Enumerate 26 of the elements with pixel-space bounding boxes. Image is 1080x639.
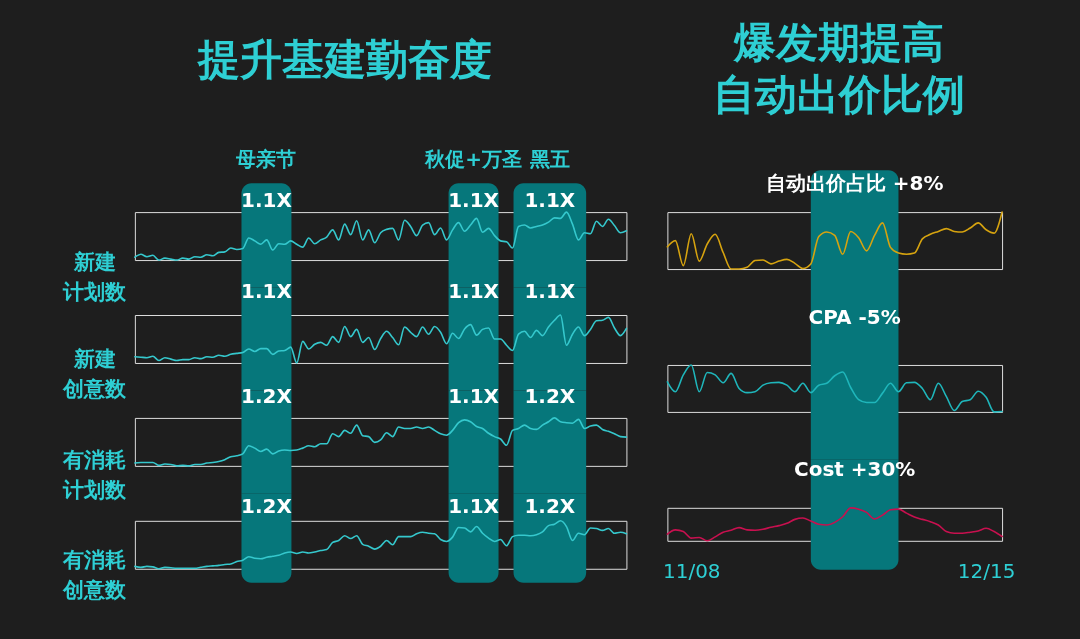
text: 1.2X [524,493,576,518]
x-tick-label: 12/15 [957,559,1016,584]
text: 1.1X [448,493,499,518]
text: 1.1X [448,279,499,304]
y-axis-title: 新建创意数 [62,346,128,401]
text: 1.2X [241,493,292,518]
band-label: 自动出价占比 +8% [765,171,944,196]
text: 黑五 [528,147,570,172]
text: 1.2X [524,383,576,408]
text: 1.1X [524,279,576,304]
chart-title: 提升基建勤奋度 [196,34,493,84]
y-axis-title: 有消耗创意数 [62,547,128,602]
text: 1.2X [241,383,292,408]
x-tick-label: 11/08 [663,559,721,584]
y-axis-title: 有消耗计划数 [62,447,128,502]
text: 1.1X [241,279,292,304]
band-label: CPA -5% [808,305,901,329]
y-axis-title: 新建计划数 [62,250,128,305]
text: 1.1X [448,383,499,408]
annotation: 1.1X [241,188,292,213]
text: 秋促+万圣 [424,147,522,172]
chart-title: 爆发期提高自动出价比例 [712,17,965,119]
band-label: Cost +30% [794,456,916,481]
text: 母亲节 [235,147,297,172]
annotation: 1.1X [448,188,499,213]
annotation: 1.1X [524,188,576,213]
